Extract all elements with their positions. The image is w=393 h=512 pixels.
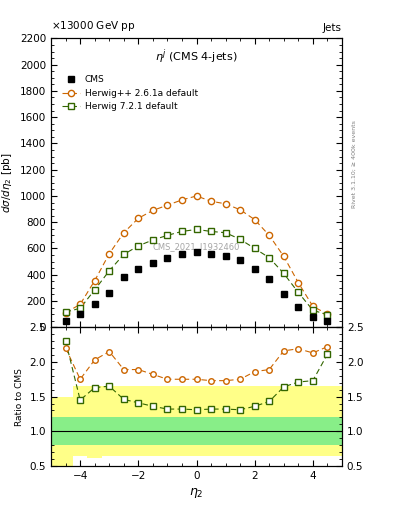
Herwig 7.2.1 default [281, 270, 286, 276]
CMS [252, 266, 257, 272]
Herwig 7.2.1 default [252, 245, 257, 251]
Herwig++ 2.6.1a default [165, 202, 170, 208]
Herwig++ 2.6.1a default [281, 253, 286, 260]
Line: Herwig 7.2.1 default: Herwig 7.2.1 default [62, 226, 331, 318]
CMS [267, 275, 272, 282]
Herwig++ 2.6.1a default [325, 311, 330, 317]
CMS [78, 311, 83, 317]
CMS [310, 314, 315, 321]
Text: $\times$13000 GeV pp: $\times$13000 GeV pp [51, 18, 136, 33]
CMS [296, 304, 301, 310]
Herwig 7.2.1 default [223, 230, 228, 236]
CMS [165, 254, 170, 261]
CMS [209, 251, 213, 258]
Text: $\eta^{j}$ (CMS 4-jets): $\eta^{j}$ (CMS 4-jets) [155, 47, 238, 66]
Herwig++ 2.6.1a default [209, 198, 213, 204]
Herwig++ 2.6.1a default [223, 201, 228, 207]
CMS [180, 251, 184, 258]
CMS [136, 266, 141, 272]
Line: Herwig++ 2.6.1a default: Herwig++ 2.6.1a default [62, 193, 331, 317]
Herwig++ 2.6.1a default [63, 310, 68, 316]
Herwig++ 2.6.1a default [267, 232, 272, 239]
Herwig 7.2.1 default [151, 237, 155, 243]
Herwig 7.2.1 default [267, 254, 272, 261]
CMS [107, 290, 112, 296]
Text: Rivet 3.1.10; ≥ 400k events: Rivet 3.1.10; ≥ 400k events [352, 120, 357, 208]
Herwig++ 2.6.1a default [78, 301, 83, 307]
CMS [194, 249, 199, 255]
Herwig 7.2.1 default [78, 305, 83, 311]
Herwig 7.2.1 default [92, 287, 97, 293]
Herwig++ 2.6.1a default [238, 207, 242, 213]
Herwig 7.2.1 default [296, 289, 301, 295]
Herwig++ 2.6.1a default [107, 251, 112, 257]
Text: CMS_2021_I1932460: CMS_2021_I1932460 [153, 242, 240, 251]
Herwig++ 2.6.1a default [180, 197, 184, 203]
Herwig++ 2.6.1a default [296, 280, 301, 286]
Line: CMS: CMS [62, 249, 331, 325]
Y-axis label: $d\sigma/d\eta_2$ [pb]: $d\sigma/d\eta_2$ [pb] [0, 153, 15, 213]
CMS [281, 291, 286, 297]
Herwig++ 2.6.1a default [252, 217, 257, 223]
Herwig++ 2.6.1a default [121, 230, 126, 236]
Herwig 7.2.1 default [238, 236, 242, 242]
Herwig 7.2.1 default [121, 251, 126, 258]
Herwig 7.2.1 default [209, 228, 213, 234]
Herwig++ 2.6.1a default [151, 207, 155, 214]
Herwig 7.2.1 default [310, 307, 315, 313]
Text: Jets: Jets [323, 23, 342, 33]
CMS [151, 260, 155, 266]
Herwig 7.2.1 default [107, 268, 112, 274]
Y-axis label: Ratio to CMS: Ratio to CMS [15, 368, 24, 425]
CMS [223, 252, 228, 259]
X-axis label: $\eta_2$: $\eta_2$ [189, 486, 204, 500]
Herwig++ 2.6.1a default [136, 215, 141, 221]
Herwig 7.2.1 default [194, 226, 199, 232]
Herwig++ 2.6.1a default [92, 278, 97, 284]
CMS [325, 318, 330, 325]
Herwig++ 2.6.1a default [194, 193, 199, 199]
Herwig 7.2.1 default [325, 312, 330, 318]
Legend: CMS, Herwig++ 2.6.1a default, Herwig 7.2.1 default: CMS, Herwig++ 2.6.1a default, Herwig 7.2… [59, 72, 202, 115]
CMS [121, 274, 126, 281]
Herwig 7.2.1 default [165, 232, 170, 239]
Herwig 7.2.1 default [180, 228, 184, 234]
Herwig++ 2.6.1a default [310, 303, 315, 309]
CMS [63, 317, 68, 324]
Herwig 7.2.1 default [63, 309, 68, 315]
Herwig 7.2.1 default [136, 243, 141, 249]
CMS [92, 301, 97, 307]
CMS [238, 257, 242, 263]
